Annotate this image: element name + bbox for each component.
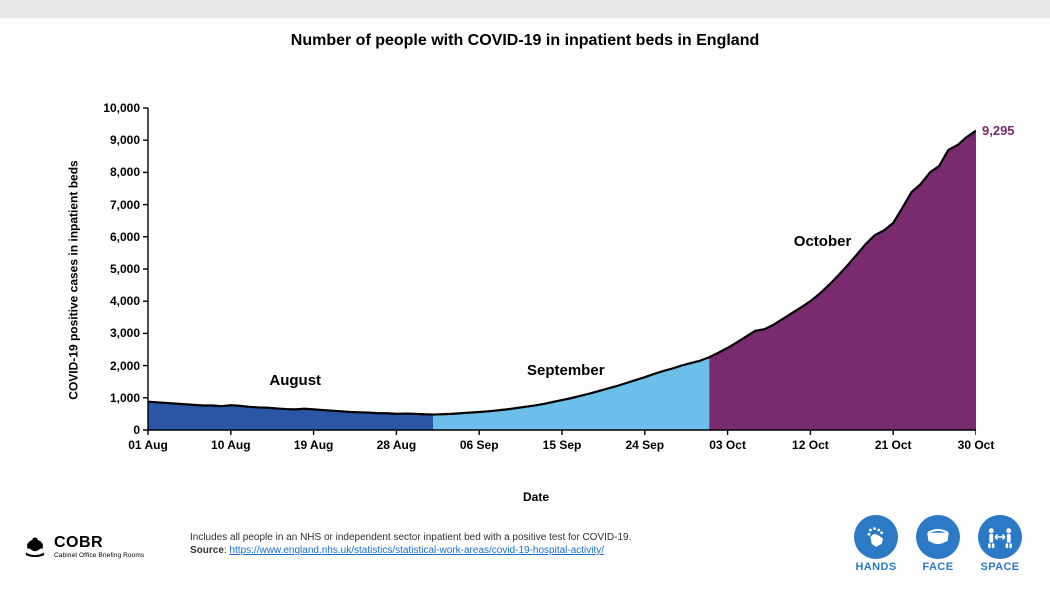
y-tick-label: 2,000 <box>88 359 140 373</box>
y-tick-label: 5,000 <box>88 262 140 276</box>
footnote-line-1: Includes all people in an NHS or indepen… <box>190 531 631 544</box>
x-tick-label: 21 Oct <box>863 438 923 452</box>
hands-face-space: HANDS FACE SPACE <box>850 515 1026 573</box>
crest-icon <box>22 533 48 559</box>
source-label: Source <box>190 545 224 556</box>
hands-label: HANDS <box>855 561 896 573</box>
x-tick-label: 19 Aug <box>284 438 344 452</box>
hands-icon <box>854 515 898 559</box>
hands-item: HANDS <box>850 515 902 573</box>
cobr-label: COBR <box>54 534 144 552</box>
space-label: SPACE <box>980 561 1019 573</box>
month-label-august: August <box>269 372 321 389</box>
area-august <box>148 402 433 430</box>
page: Number of people with COVID-19 in inpati… <box>0 0 1050 593</box>
x-tick-label: 24 Sep <box>615 438 675 452</box>
face-label: FACE <box>923 561 954 573</box>
cobr-text: COBR Cabinet Office Briefing Rooms <box>54 534 144 559</box>
x-tick-label: 03 Oct <box>698 438 758 452</box>
x-tick-label: 30 Oct <box>946 438 1006 452</box>
cobr-sub: Cabinet Office Briefing Rooms <box>54 552 144 559</box>
x-tick-label: 12 Oct <box>780 438 840 452</box>
y-tick-label: 8,000 <box>88 165 140 179</box>
source-link[interactable]: https://www.england.nhs.uk/statistics/st… <box>229 545 604 556</box>
y-axis-label: COVID-19 positive cases in inpatient bed… <box>67 160 81 399</box>
y-tick-label: 6,000 <box>88 230 140 244</box>
x-tick-label: 28 Aug <box>366 438 426 452</box>
cobr-badge: COBR Cabinet Office Briefing Rooms <box>22 533 144 559</box>
y-tick-label: 3,000 <box>88 326 140 340</box>
chart-title: Number of people with COVID-19 in inpati… <box>0 32 1050 50</box>
space-item: SPACE <box>974 515 1026 573</box>
top-grey-bar <box>0 0 1050 18</box>
y-axis-label-wrap: COVID-19 positive cases in inpatient bed… <box>64 100 84 460</box>
face-item: FACE <box>912 515 964 573</box>
face-icon <box>916 515 960 559</box>
footnote: Includes all people in an NHS or indepen… <box>190 531 631 557</box>
month-label-september: September <box>527 362 605 379</box>
space-icon <box>978 515 1022 559</box>
area-october <box>709 131 976 430</box>
x-tick-label: 15 Sep <box>532 438 592 452</box>
month-label-october: October <box>794 233 852 250</box>
x-tick-label: 10 Aug <box>201 438 261 452</box>
x-tick-label: 01 Aug <box>118 438 178 452</box>
y-tick-label: 4,000 <box>88 294 140 308</box>
y-tick-label: 7,000 <box>88 198 140 212</box>
y-tick-label: 10,000 <box>88 101 140 115</box>
y-tick-label: 1,000 <box>88 391 140 405</box>
x-axis-label: Date <box>96 490 976 504</box>
y-tick-label: 9,000 <box>88 133 140 147</box>
x-tick-label: 06 Sep <box>449 438 509 452</box>
chart-area: 01,0002,0003,0004,0005,0006,0007,0008,00… <box>96 100 976 460</box>
footnote-source: Source: https://www.england.nhs.uk/stati… <box>190 544 631 557</box>
y-tick-label: 0 <box>88 423 140 437</box>
final-value-label: 9,295 <box>982 123 1015 138</box>
chart-svg <box>96 100 976 460</box>
